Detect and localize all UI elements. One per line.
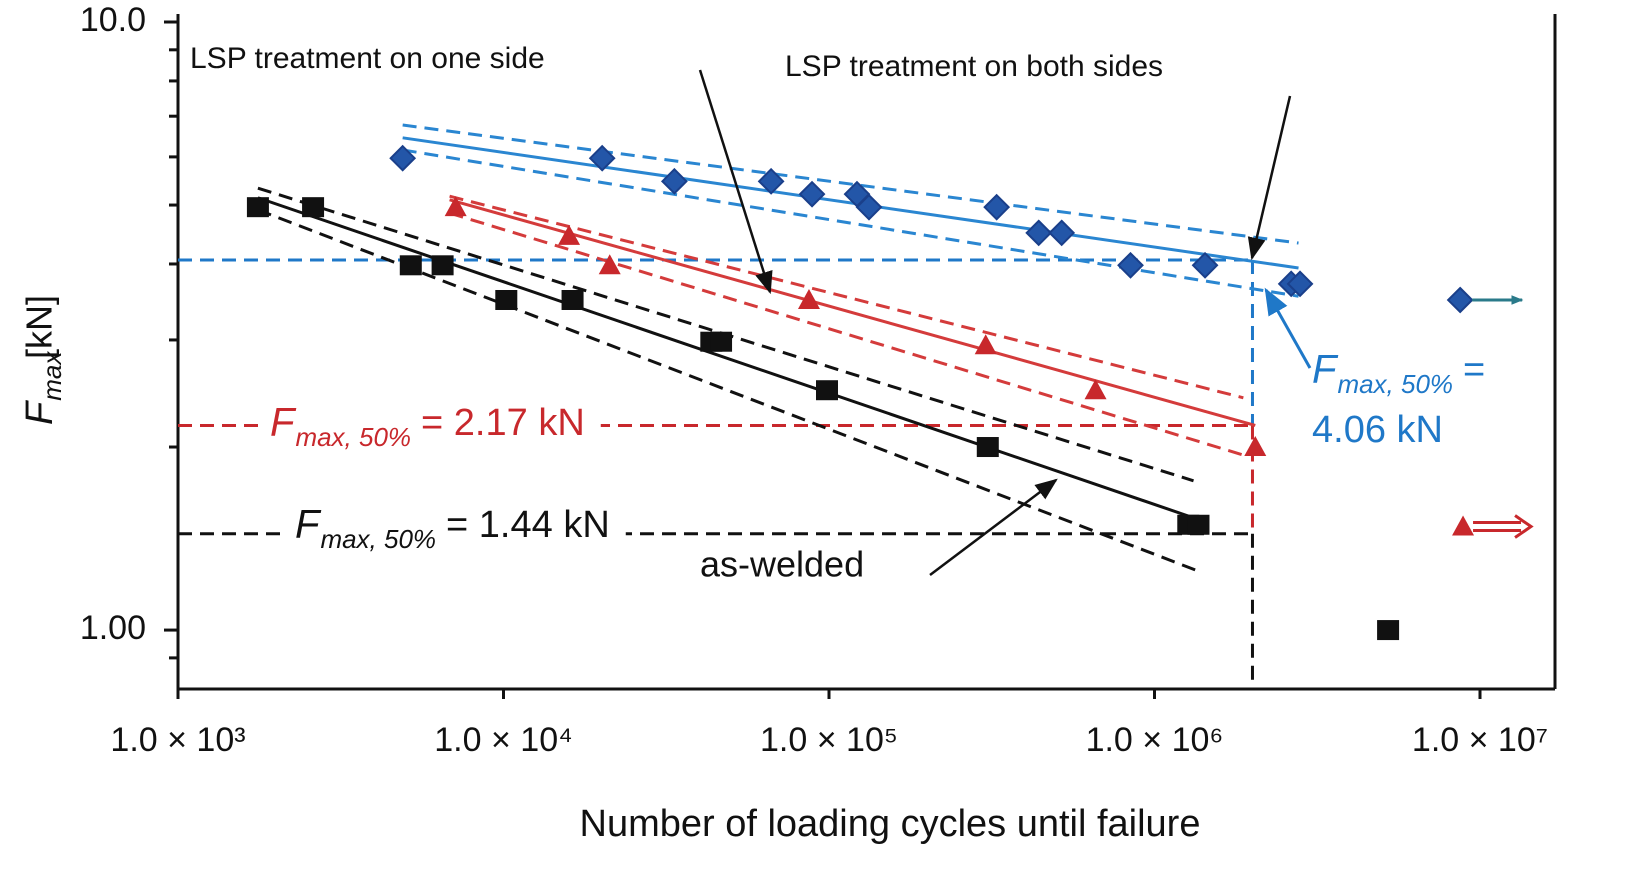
data-point bbox=[855, 193, 883, 221]
data-point bbox=[757, 167, 785, 195]
fit-line bbox=[449, 211, 1244, 457]
fit-line bbox=[257, 196, 1199, 521]
x-tick-label: 1.0 × 10³ bbox=[110, 721, 245, 759]
fit-line bbox=[449, 194, 1244, 400]
fit-line bbox=[402, 136, 1299, 270]
annotation: LSP treatment on both sides bbox=[785, 50, 1163, 83]
reference-value: = 1.44 kN bbox=[446, 504, 610, 546]
data-point bbox=[561, 289, 584, 310]
data-point bbox=[816, 380, 839, 401]
runout-arrow bbox=[1473, 514, 1534, 539]
reference-symbol: F bbox=[270, 401, 297, 445]
fit-line bbox=[402, 148, 1299, 298]
reference-value: = 2.17 kN bbox=[421, 402, 585, 444]
reference-value: = bbox=[1463, 349, 1485, 391]
data-point bbox=[1117, 251, 1144, 279]
y-title-unit: [kN] bbox=[19, 295, 60, 359]
data-point bbox=[798, 180, 826, 208]
reference-symbol: F bbox=[1312, 348, 1339, 392]
data-point bbox=[495, 289, 518, 310]
data-point bbox=[558, 224, 581, 245]
data-point bbox=[1048, 219, 1076, 247]
data-point bbox=[1191, 251, 1219, 279]
data-point bbox=[1244, 436, 1267, 457]
data-point bbox=[974, 334, 997, 355]
data-point bbox=[389, 144, 417, 172]
data-point bbox=[1084, 379, 1107, 400]
annotation: as-welded bbox=[700, 544, 864, 585]
data-point bbox=[976, 437, 999, 458]
reference-value: 4.06 kN bbox=[1312, 409, 1443, 451]
data-point bbox=[983, 193, 1011, 221]
label-background bbox=[262, 401, 601, 451]
data-point bbox=[588, 144, 616, 172]
data-point bbox=[431, 255, 454, 276]
data-point bbox=[1446, 286, 1474, 314]
fit-line bbox=[402, 123, 1299, 245]
data-point bbox=[399, 255, 422, 276]
data-point bbox=[1025, 219, 1053, 247]
annotation-arrow bbox=[698, 69, 773, 295]
annotation-arrow bbox=[1264, 287, 1312, 369]
reference-subscript: max, 50% bbox=[295, 422, 411, 452]
data-point bbox=[444, 196, 467, 217]
x-axis-title: Number of loading cycles until failure bbox=[580, 803, 1201, 845]
data-point bbox=[660, 167, 688, 195]
reference-symbol: F bbox=[295, 503, 322, 547]
data-point bbox=[598, 254, 621, 275]
fit-line bbox=[449, 198, 1256, 427]
reference-subscript: max, 50% bbox=[320, 524, 436, 554]
x-tick-label: 1.0 × 10⁷ bbox=[1412, 721, 1548, 759]
annotation-arrow bbox=[1247, 95, 1292, 261]
y-title-symbol: F bbox=[19, 400, 61, 425]
data-point bbox=[1187, 514, 1210, 535]
data-point bbox=[797, 288, 820, 309]
reference-subscript: max, 50% bbox=[1337, 369, 1453, 399]
y-tick-label: 10.0 bbox=[80, 1, 146, 39]
y-title-subscript: max bbox=[37, 351, 67, 401]
data-point bbox=[710, 331, 733, 352]
x-tick-label: 1.0 × 10⁶ bbox=[1086, 721, 1224, 759]
data-point bbox=[1377, 620, 1400, 641]
x-tick-label: 1.0 × 10⁴ bbox=[434, 721, 572, 759]
data-point bbox=[1286, 270, 1314, 298]
x-tick-label: 1.0 × 10⁵ bbox=[760, 721, 898, 759]
annotation: LSP treatment on one side bbox=[190, 42, 545, 75]
label-background bbox=[287, 503, 626, 553]
data-point bbox=[246, 197, 269, 218]
y-tick-label: 1.00 bbox=[80, 609, 146, 647]
annotation-arrow bbox=[929, 478, 1058, 576]
data-point bbox=[1452, 515, 1475, 536]
data-point bbox=[302, 197, 325, 218]
